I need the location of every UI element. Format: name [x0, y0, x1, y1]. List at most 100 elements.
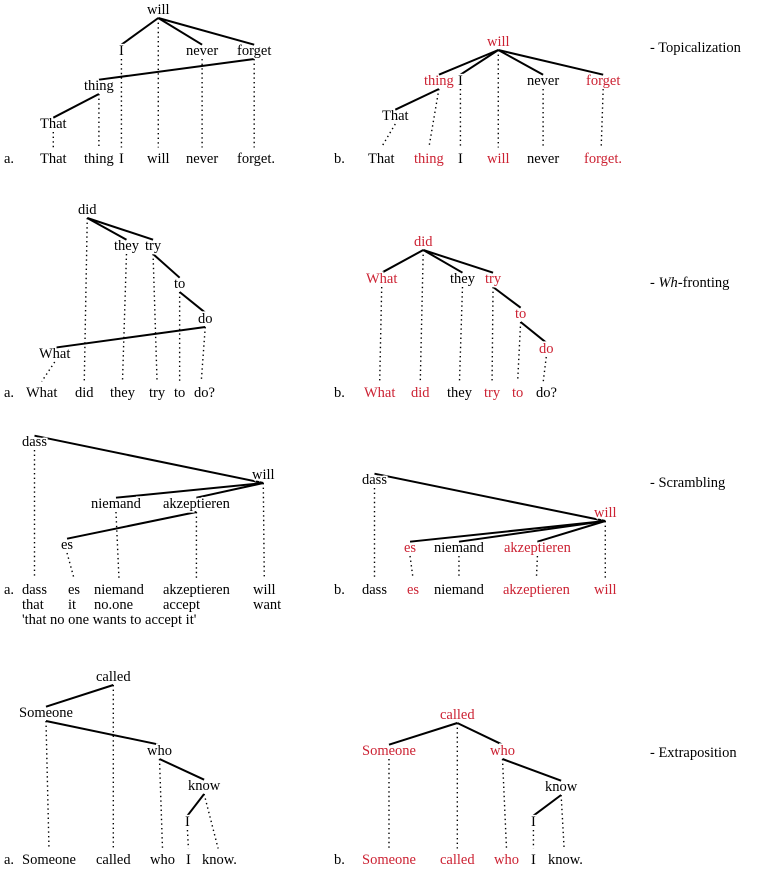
projection-line	[501, 758, 508, 849]
tree-node-halo: forget	[586, 73, 620, 89]
tree-node-label: forget	[586, 73, 620, 89]
projection-line	[600, 88, 604, 148]
tree-node-halo: did	[78, 202, 97, 218]
tree-node-label: do	[198, 311, 213, 327]
item-letter: b.	[334, 852, 345, 868]
sentence-word: What	[26, 385, 57, 401]
tree-node-halo: That	[40, 116, 67, 132]
dependency-edge	[196, 482, 264, 499]
projection-line	[560, 794, 565, 849]
dependency-edge	[158, 17, 255, 46]
item-letter: a.	[4, 582, 14, 598]
projection-line	[186, 829, 190, 849]
tree-node-halo: will	[252, 467, 275, 483]
label-scrambling: - Scrambling	[650, 475, 725, 491]
item-letter: b.	[334, 151, 345, 167]
tree-tree-3b: b. dass es niemand akzeptieren willdassdasswi…	[334, 470, 618, 598]
tree-node-label: know	[545, 779, 578, 795]
dependency-edge	[54, 326, 206, 349]
tree-node-label: es	[61, 537, 73, 553]
projection-line	[115, 511, 120, 579]
tree-node-label: forget	[237, 43, 271, 59]
sentence-word: dass	[362, 582, 387, 598]
sentence-word: know.	[202, 852, 237, 868]
tree-node-label: to	[174, 276, 185, 292]
tree-node-halo: know	[188, 778, 221, 794]
gloss-word: want	[253, 597, 281, 613]
sentence-word: called	[96, 852, 131, 868]
label-wh-fronting: - Wh-fronting	[650, 275, 729, 291]
dependency-edge	[456, 722, 503, 746]
projection-line	[409, 555, 414, 579]
tree-node-halo: they	[450, 271, 476, 287]
tree-node-halo: es	[61, 537, 73, 553]
projection-line	[66, 552, 75, 579]
tree-node-label: thing	[424, 73, 454, 89]
tree-node-label: will	[487, 34, 510, 50]
projection-line	[379, 286, 383, 382]
projection-line	[158, 758, 164, 849]
tree-node-label: will	[252, 467, 275, 483]
tree-node-label: I	[531, 814, 536, 830]
tree-node-halo: I	[185, 814, 190, 830]
tree-node-halo: never	[186, 43, 218, 59]
dependency-edge	[492, 286, 522, 309]
sentence-word: thing	[84, 151, 114, 167]
sentence-word: to	[174, 385, 185, 401]
tree-node-halo: I	[531, 814, 536, 830]
tree-node-label: es	[404, 540, 416, 556]
sentence-word: try	[484, 385, 501, 401]
sentence-word: called	[440, 852, 475, 868]
tree-node-halo: dass	[362, 472, 387, 488]
sentence-word: niemand	[434, 582, 485, 598]
tree-node-label: to	[515, 306, 526, 322]
tree-node-halo: did	[414, 234, 433, 250]
sentence-word: I	[531, 852, 536, 868]
sentence-word: Someone	[362, 852, 416, 868]
tree-node-label: know	[188, 778, 221, 794]
dependency-edge	[422, 249, 494, 274]
projection-line	[83, 217, 88, 382]
dependency-edge	[157, 17, 203, 46]
tree-node-halo: niemand	[91, 496, 142, 512]
tree-node-halo: dass	[22, 434, 47, 450]
sentence-word: I	[186, 852, 191, 868]
dependency-edge	[159, 758, 205, 781]
dependency-edge	[98, 58, 255, 81]
tree-node-halo: I	[458, 73, 463, 89]
tree-node-label: akzeptieren	[163, 496, 231, 512]
dependency-edge	[115, 482, 264, 499]
dependency-edge	[45, 684, 114, 708]
sentence-word: who	[494, 852, 519, 868]
dependency-edge	[86, 217, 154, 241]
dependency-edge	[120, 17, 159, 46]
sentence-word: forget.	[584, 151, 622, 167]
projection-line	[152, 253, 158, 382]
sentence-word: will	[594, 582, 617, 598]
tree-node-label: try	[145, 238, 162, 254]
sentence-word: did	[411, 385, 430, 401]
dependency-edge	[66, 511, 197, 540]
tree-node-halo: they	[114, 238, 140, 254]
dependency-edge	[86, 217, 127, 241]
dependency-edge	[502, 758, 562, 782]
dependency-edge	[520, 321, 547, 344]
tree-node-halo: thing	[84, 78, 114, 94]
tree-node-halo: who	[147, 743, 172, 759]
sentence-word: did	[75, 385, 94, 401]
sentence-word: who	[150, 852, 175, 868]
sentence-word: try	[149, 385, 166, 401]
sentence-word: What	[364, 385, 395, 401]
tree-node-halo: will	[594, 505, 617, 521]
item-letter: a.	[4, 852, 14, 868]
tree-node-halo: called	[440, 707, 475, 723]
tree-node-label: never	[527, 73, 559, 89]
projection-line	[41, 361, 56, 382]
dependency-edge	[374, 472, 606, 522]
tree-node-halo: Someone	[19, 705, 73, 721]
projection-line	[203, 793, 219, 849]
sentence-word: That	[40, 151, 67, 167]
